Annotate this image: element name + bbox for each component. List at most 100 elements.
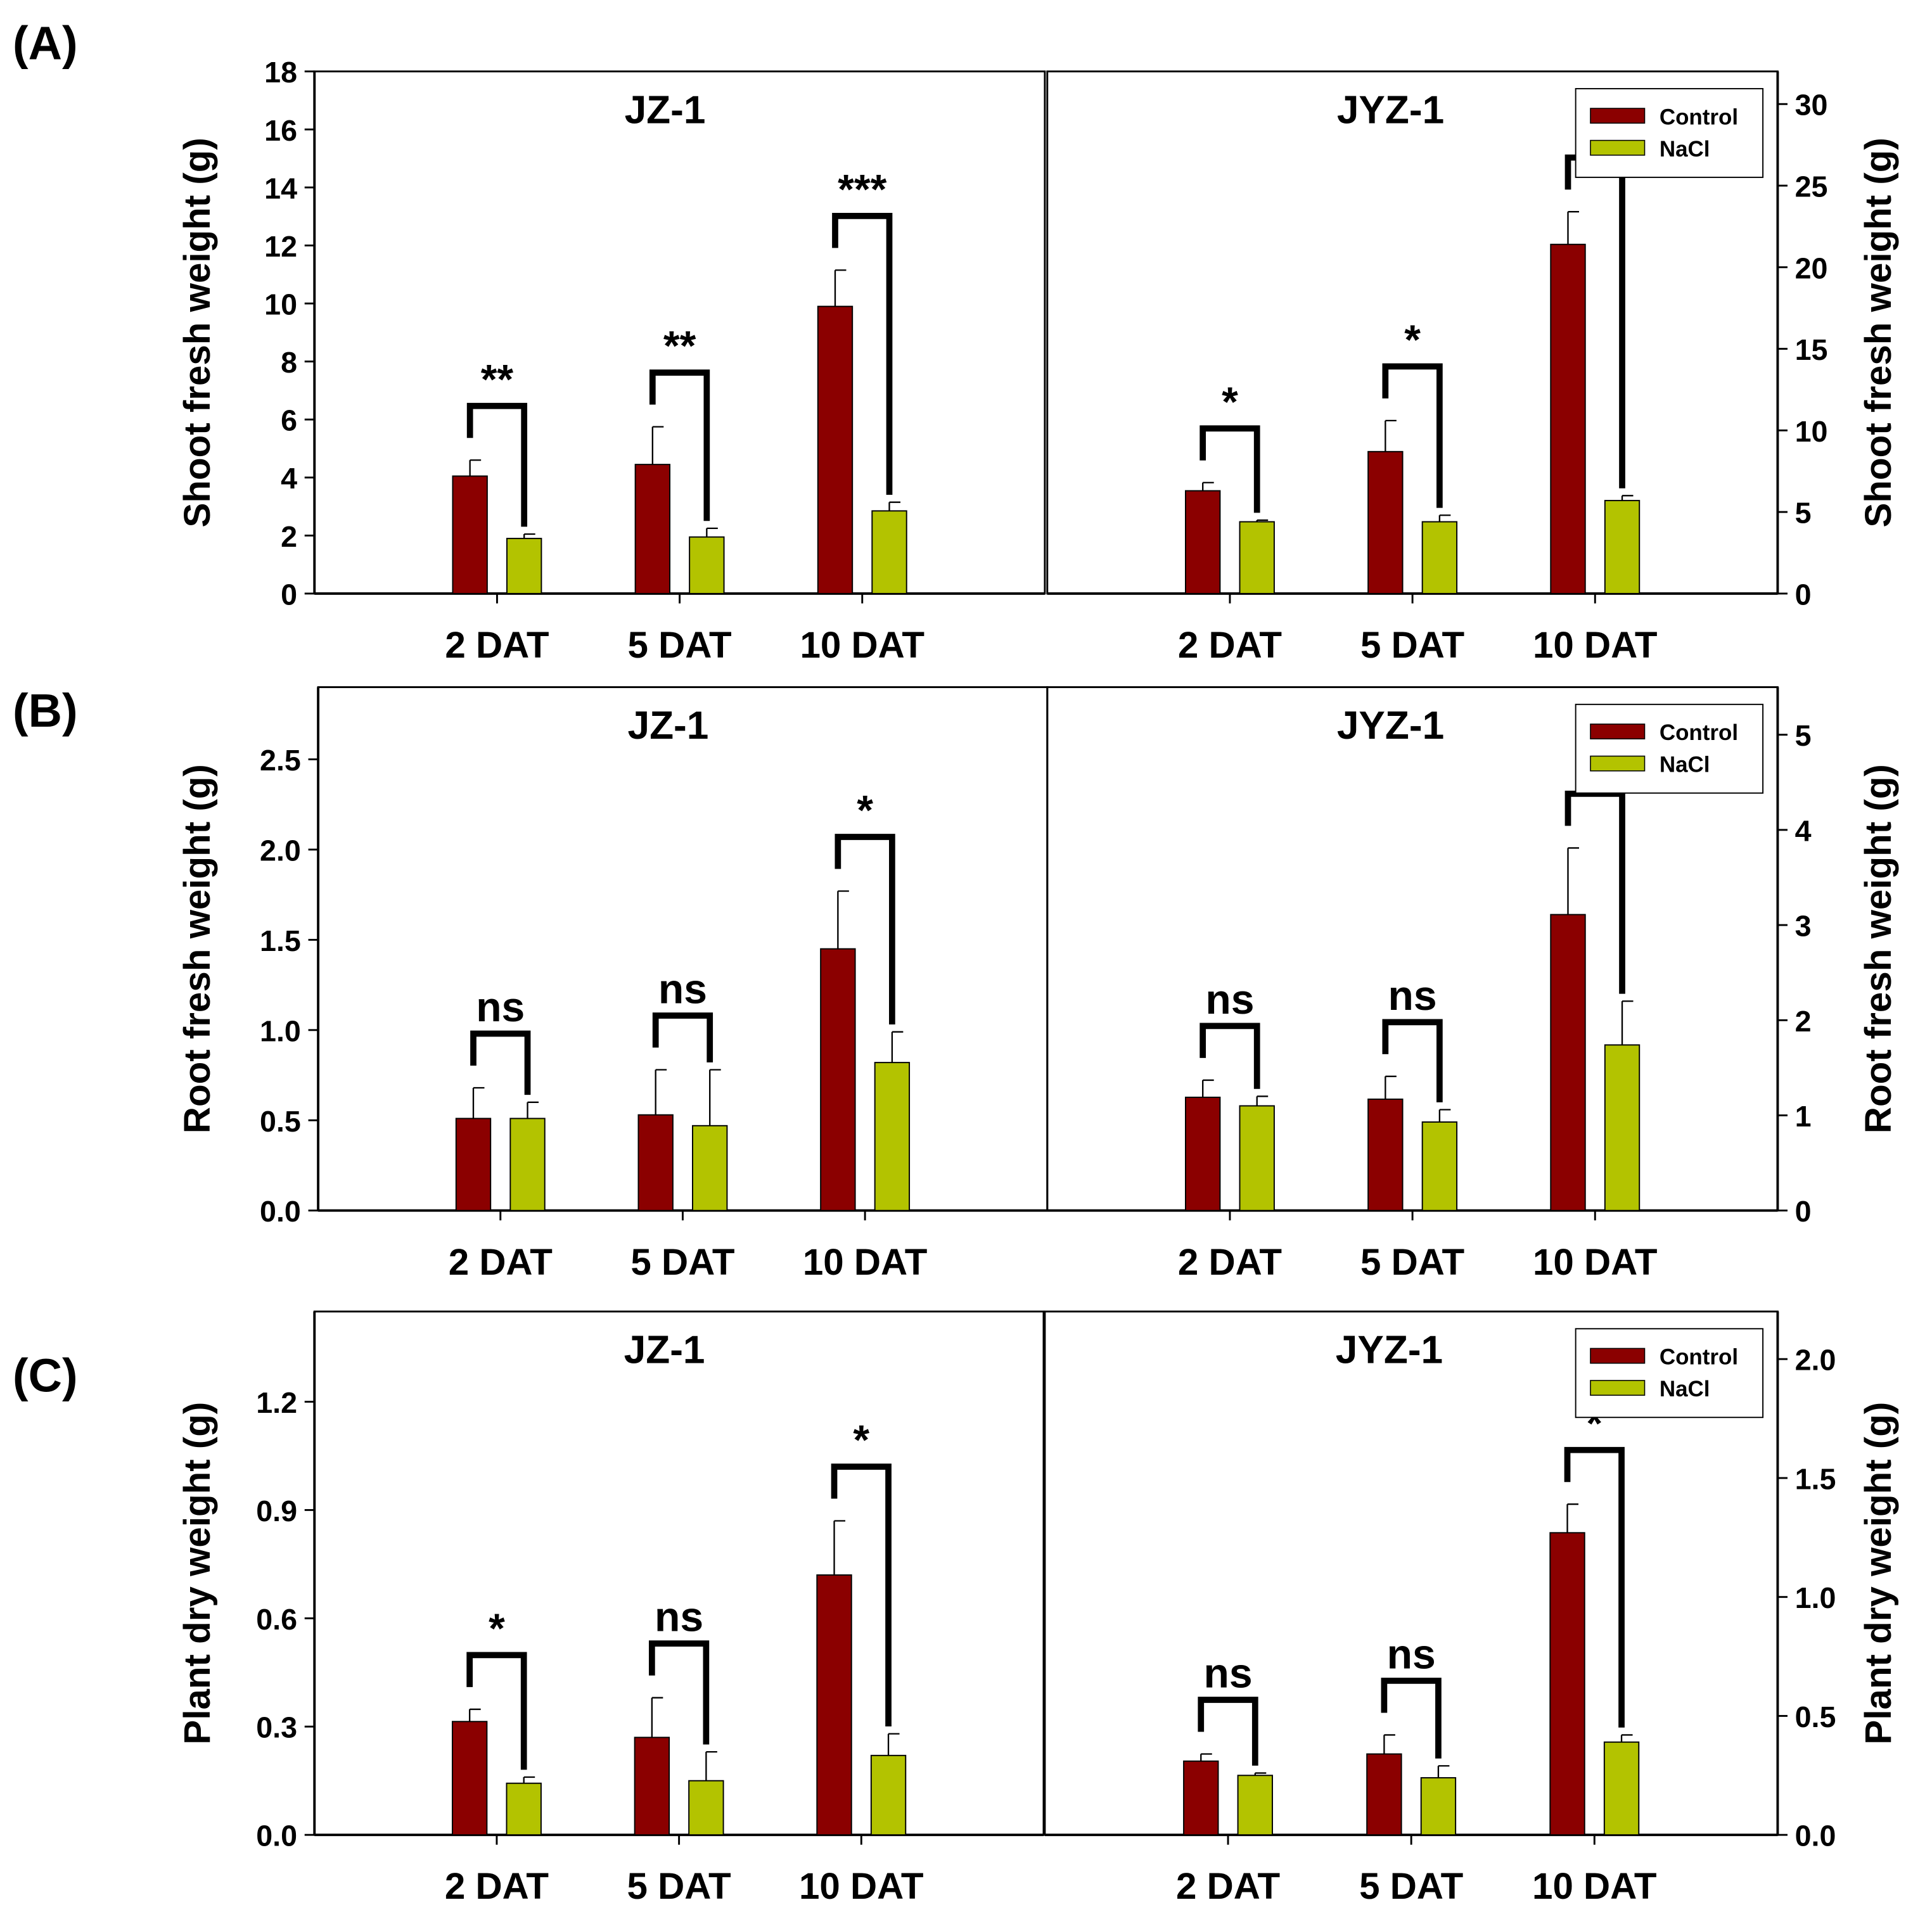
y-tick-label: 0.9 <box>256 1495 297 1527</box>
bar-nacl <box>688 1780 724 1836</box>
chart-A-JYZ-1: 0 5 10 15 20 25 30 Shoot fresh weight (g) JYZ-1 2… <box>1046 70 1899 666</box>
y-tick-label: 0.0 <box>1795 1820 1836 1853</box>
x-tick-label: 5 DAT <box>1360 1242 1464 1283</box>
legend-swatch-nacl <box>1590 1380 1646 1396</box>
y-axis-label: Root fresh weight (g) <box>177 764 218 1133</box>
x-tick-label: 10 DAT <box>1533 1242 1658 1283</box>
x-tick-label: 2 DAT <box>445 625 549 666</box>
significance-label: *** <box>838 166 886 213</box>
significance-bracket <box>1381 1678 1442 1759</box>
legend-box <box>1575 1328 1764 1419</box>
x-tick-label: 5 DAT <box>630 1242 734 1283</box>
bar-nacl <box>1421 1121 1458 1211</box>
legend: Control NaCl <box>1575 1328 1764 1419</box>
x-tick-label: 2 DAT <box>1178 1242 1282 1283</box>
bar-nacl <box>874 1062 911 1211</box>
y-tick-label: 12 <box>264 230 297 263</box>
bar-nacl <box>1420 1777 1457 1836</box>
y-tick-label: 25 <box>1795 170 1828 203</box>
significance-label: ns <box>476 984 525 1031</box>
legend: Control NaCl <box>1575 703 1764 794</box>
significance-bracket <box>648 1640 710 1745</box>
y-axis-label: Root fresh weight (g) <box>1858 764 1899 1133</box>
y-tick-label: 10 <box>264 288 297 321</box>
significance-bracket <box>1382 1019 1443 1102</box>
y-tick-label: 0.5 <box>260 1105 301 1138</box>
y-tick-label: 2.0 <box>260 834 301 867</box>
x-tick-label: 2 DAT <box>445 1866 549 1907</box>
x-tick-label: 10 DAT <box>1532 1866 1657 1907</box>
significance-bracket <box>1564 791 1625 994</box>
y-tick-label: 6 <box>281 404 297 437</box>
panel-label: (B) <box>13 684 78 737</box>
y-tick-label: 4 <box>281 462 297 495</box>
y-tick-label: 5 <box>1795 719 1812 752</box>
chart-title: JYZ-1 <box>1337 704 1444 748</box>
bar-control <box>1183 1760 1219 1836</box>
chart-B-JYZ-1: 0 1 2 3 4 5 Root fresh weight (g) JYZ-1 2 DAT ns 5… <box>1046 686 1899 1283</box>
panel-label: (A) <box>13 16 78 69</box>
y-axis-label: Shoot fresh weight (g) <box>1858 137 1899 527</box>
bar-nacl <box>689 536 725 594</box>
y-tick-label: 2 <box>1795 1005 1812 1038</box>
plot-frame <box>313 1310 1045 1836</box>
bar-control <box>452 475 488 594</box>
significance-label: ns <box>655 1594 703 1641</box>
significance-bracket <box>835 834 895 1025</box>
y-tick-label: 14 <box>264 172 297 205</box>
legend-swatch-control <box>1590 108 1646 124</box>
x-tick-label: 10 DAT <box>1533 625 1658 666</box>
bar-control <box>634 1737 670 1836</box>
significance-label: * <box>489 1605 505 1652</box>
y-tick-label: 4 <box>1795 814 1812 847</box>
y-tick-label: 10 <box>1795 415 1828 448</box>
bar-control <box>817 305 854 594</box>
significance-label: * <box>857 788 873 834</box>
significance-bracket <box>1200 1023 1260 1089</box>
y-tick-label: 2 <box>281 520 297 553</box>
x-tick-label: 2 DAT <box>449 1242 553 1283</box>
significance-label: * <box>1222 379 1238 426</box>
plot-frame <box>317 686 1049 1212</box>
y-tick-label: 3 <box>1795 910 1812 943</box>
legend-label: Control <box>1660 105 1738 129</box>
chart-title: JYZ-1 <box>1337 88 1444 132</box>
bar-control <box>1366 1753 1402 1836</box>
y-tick-label: 0.0 <box>260 1195 301 1228</box>
significance-label: ** <box>481 356 514 403</box>
legend-label: NaCl <box>1660 137 1710 162</box>
bar-control <box>1184 1096 1221 1211</box>
chart-title: JYZ-1 <box>1336 1329 1443 1372</box>
bar-control <box>1184 490 1221 594</box>
x-tick-label: 10 DAT <box>803 1242 928 1283</box>
y-tick-label: 1 <box>1795 1100 1812 1133</box>
panel-label: (C) <box>13 1349 78 1401</box>
bar-control <box>1367 1098 1404 1211</box>
bar-nacl <box>1604 1044 1641 1211</box>
chart-title: JZ-1 <box>627 704 708 748</box>
legend-swatch-nacl <box>1590 139 1646 156</box>
significance-label: ns <box>1203 1650 1252 1697</box>
significance-bracket <box>649 369 710 521</box>
y-tick-label: 0 <box>1795 578 1812 611</box>
y-tick-label: 0.6 <box>256 1603 297 1636</box>
significance-label: * <box>853 1417 869 1464</box>
y-tick-label: 5 <box>1795 497 1812 530</box>
bar-control <box>1550 243 1586 594</box>
legend-swatch-control <box>1590 724 1646 740</box>
y-tick-label: 0.3 <box>256 1711 297 1744</box>
x-tick-label: 2 DAT <box>1178 625 1282 666</box>
chart-B-JZ-1: 0.0 0.5 1.0 1.5 2.0 2.5 Root fresh weight (g) J… <box>177 686 1049 1283</box>
significance-bracket <box>831 1464 892 1726</box>
chart-C-JZ-1: 0.0 0.3 0.6 0.9 1.2 Plant dry weight (g) JZ-1 2… <box>177 1310 1045 1907</box>
bar-control <box>637 1114 674 1211</box>
y-tick-label: 1.5 <box>260 924 301 957</box>
y-tick-label: 1.0 <box>1795 1581 1836 1614</box>
x-tick-label: 2 DAT <box>1176 1866 1280 1907</box>
significance-label: ns <box>1205 976 1254 1023</box>
legend-swatch-control <box>1590 1348 1646 1364</box>
significance-label: * <box>1404 317 1421 364</box>
bar-control <box>820 948 856 1211</box>
y-axis-label: Plant dry weight (g) <box>1858 1402 1899 1745</box>
